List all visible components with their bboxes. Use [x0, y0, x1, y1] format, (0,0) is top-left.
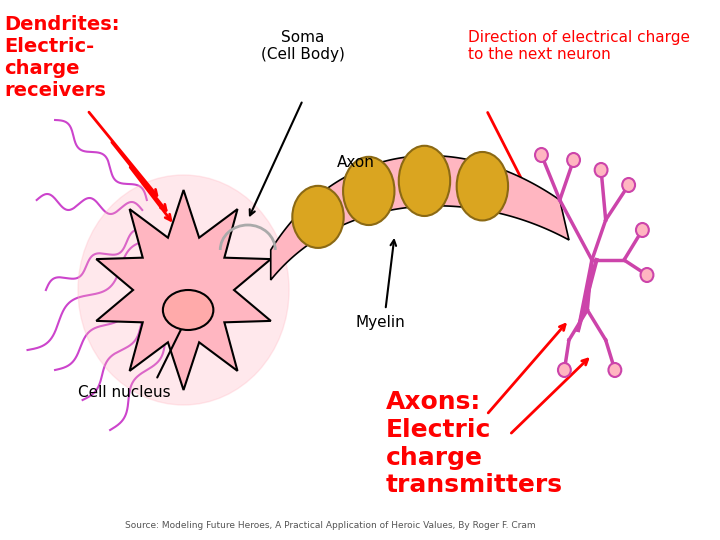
- Ellipse shape: [292, 186, 343, 248]
- Ellipse shape: [456, 152, 508, 220]
- Ellipse shape: [399, 146, 450, 216]
- Circle shape: [535, 148, 548, 162]
- Circle shape: [558, 363, 571, 377]
- Ellipse shape: [343, 157, 395, 225]
- Circle shape: [595, 163, 608, 177]
- Circle shape: [641, 268, 654, 282]
- Circle shape: [636, 223, 649, 237]
- Text: Direction of electrical charge
to the next neuron: Direction of electrical charge to the ne…: [468, 30, 690, 63]
- Circle shape: [622, 178, 635, 192]
- Circle shape: [567, 153, 580, 167]
- Text: Myelin: Myelin: [356, 315, 406, 330]
- Text: Axon: Axon: [337, 155, 375, 170]
- Text: Soma
(Cell Body): Soma (Cell Body): [261, 30, 345, 63]
- Ellipse shape: [163, 290, 213, 330]
- Polygon shape: [96, 190, 271, 390]
- Text: Axons:
Electric
charge
transmitters: Axons: Electric charge transmitters: [385, 390, 562, 497]
- Polygon shape: [271, 156, 569, 280]
- Text: Source: Modeling Future Heroes, A Practical Application of Heroic Values, By Rog: Source: Modeling Future Heroes, A Practi…: [125, 521, 536, 530]
- Text: Dendrites:
Electric-
charge
receivers: Dendrites: Electric- charge receivers: [4, 15, 120, 100]
- Circle shape: [78, 175, 289, 405]
- Text: Cell nucleus: Cell nucleus: [78, 385, 170, 400]
- Circle shape: [608, 363, 621, 377]
